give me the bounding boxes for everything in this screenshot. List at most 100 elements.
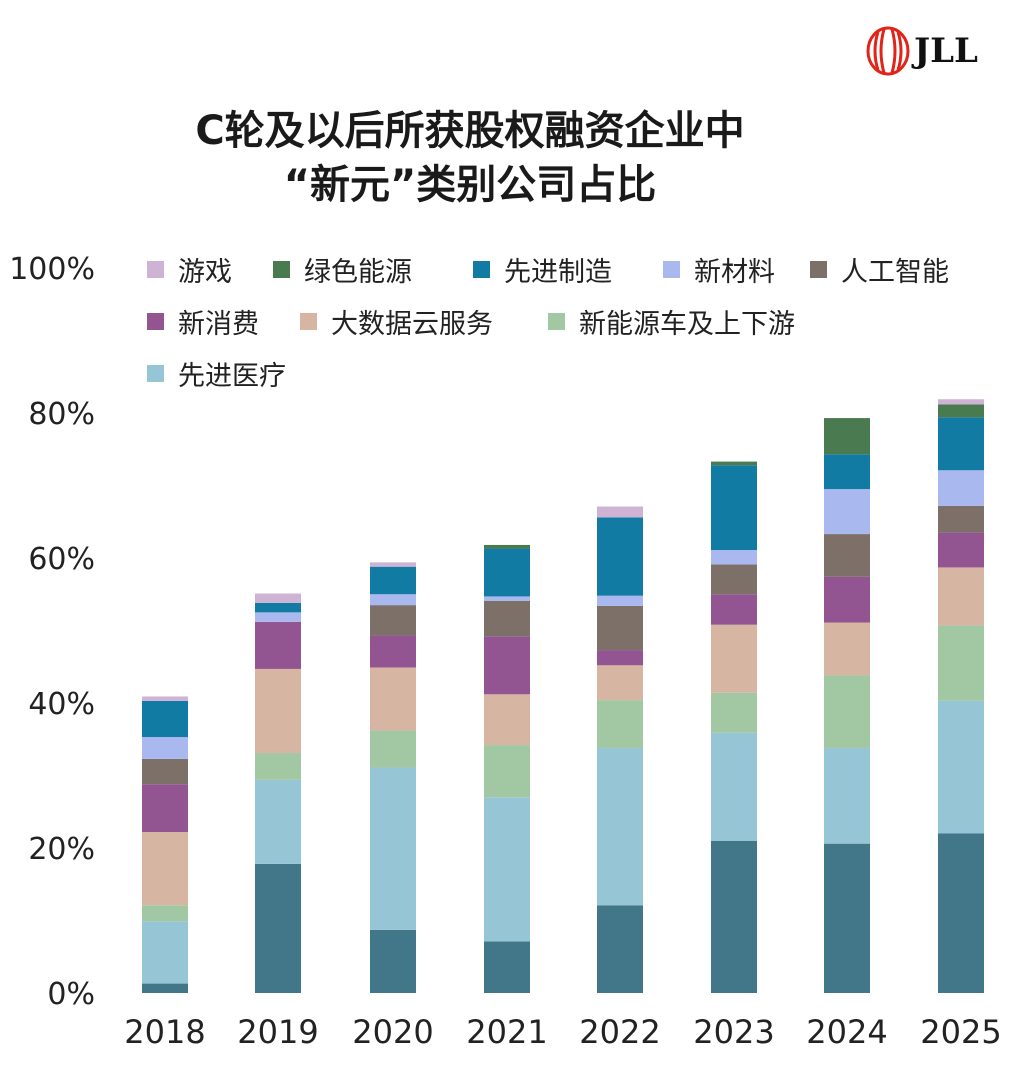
bar-segment-2018-人工智能 [142,758,188,785]
bar-segment-2021-先进制造 [484,548,530,597]
bar-segment-2023-other [711,840,757,993]
bar-segment-2025-other [938,833,984,993]
bar-segment-2025-大数据云服务 [938,567,984,626]
legend-item: 游戏 [147,250,232,289]
bar-segment-2020-新材料 [370,594,416,606]
bar-segment-2020-新消费 [370,635,416,668]
bar-segment-2024-新消费 [824,576,870,623]
x-tick-label: 2020 [352,1013,433,1051]
y-tick-label: 40% [28,687,95,722]
legend-label: 先进医疗 [178,361,286,392]
bar-segment-2024-新材料 [824,489,870,535]
legend-swatch [810,261,827,278]
bar-segment-2023-先进制造 [711,465,757,551]
legend-swatch [147,313,164,330]
bar-segment-2025-先进医疗 [938,700,984,834]
y-tick-label: 80% [28,397,95,432]
legend-swatch [273,261,290,278]
jll-logo: JLL [866,26,978,76]
y-tick-label: 100% [9,252,95,287]
bar-segment-2018-游戏 [142,696,188,701]
bar-segment-2018-新材料 [142,737,188,759]
bar-segment-2021-先进医疗 [484,797,530,942]
bar-segment-2019-游戏 [255,593,301,603]
bar-segment-2022-先进制造 [597,517,643,596]
bar-segment-2018-大数据云服务 [142,832,188,906]
bar-segment-2025-新材料 [938,470,984,506]
bar-segment-2020-大数据云服务 [370,667,416,731]
bar-segment-2021-绿色能源 [484,544,530,549]
jll-logo-text: JLL [914,31,978,71]
jll-logo-mark-icon [866,26,910,76]
legend-item: 先进医疗 [147,354,286,393]
bar-segment-2021-新消费 [484,636,530,695]
bar-segment-2019-大数据云服务 [255,668,301,754]
bar-segment-2025-新能源车及上下游 [938,625,984,701]
bar-segment-2019-新材料 [255,612,301,622]
legend-swatch [663,261,680,278]
legend-item: 新消费 [147,302,259,341]
x-tick-label: 2024 [806,1013,887,1051]
bar-segment-2018-other [142,983,188,993]
bar-segment-2018-先进制造 [142,700,188,738]
bar-segment-2025-新消费 [938,532,984,568]
legend-label: 新材料 [694,257,775,288]
bar-segment-2023-人工智能 [711,564,757,595]
bar-segment-2018-新能源车及上下游 [142,905,188,922]
bar-segment-2025-先进制造 [938,417,984,471]
x-tick-label: 2021 [466,1013,547,1051]
legend-item: 新材料 [663,250,775,289]
bar-segment-2018-先进医疗 [142,921,188,984]
bar-segment-2024-人工智能 [824,534,870,577]
x-tick-label: 2022 [579,1013,660,1051]
chart-title-line-2: “新元”类别公司占比 [283,162,657,208]
bar-segment-2023-绿色能源 [711,461,757,466]
legend-item: 绿色能源 [273,250,412,289]
bar-segment-2021-新材料 [484,596,530,601]
bar-segment-2023-大数据云服务 [711,624,757,693]
bar-segment-2021-新能源车及上下游 [484,745,530,798]
y-tick-label: 0% [47,977,95,1012]
bar-segment-2022-人工智能 [597,605,643,651]
bar-segment-2020-other [370,929,416,993]
bar-segment-2024-大数据云服务 [824,622,870,676]
bar-segment-2018-新消费 [142,784,188,833]
bar-segment-2024-other [824,843,870,993]
bar-segment-2024-先进医疗 [824,747,870,844]
legend-label: 人工智能 [841,257,949,288]
bar-segment-2022-游戏 [597,506,643,518]
x-tick-label: 2025 [920,1013,1001,1051]
legend-label: 新能源车及上下游 [579,309,795,340]
bar-segment-2022-新消费 [597,650,643,666]
bar-segment-2021-大数据云服务 [484,694,530,746]
bar-segment-2022-先进医疗 [597,747,643,906]
bar-segment-2020-人工智能 [370,605,416,636]
bar-segment-2019-先进制造 [255,602,301,613]
legend-swatch [300,313,317,330]
x-tick-label: 2023 [693,1013,774,1051]
legend-item: 新能源车及上下游 [548,302,795,341]
bar-segment-2024-先进制造 [824,454,870,490]
bar-segment-2023-新材料 [711,550,757,565]
bar-segment-2023-新消费 [711,594,757,625]
bar-segment-2019-先进医疗 [255,779,301,864]
bar-segment-2020-先进医疗 [370,767,416,930]
bar-segment-2023-先进医疗 [711,732,757,841]
legend-label: 先进制造 [504,257,612,288]
bar-segment-2024-绿色能源 [824,418,870,455]
bar-segment-2021-other [484,941,530,993]
legend-label: 游戏 [178,257,232,288]
bar-segment-2019-新能源车及上下游 [255,753,301,780]
legend-swatch [473,261,490,278]
y-tick-label: 60% [28,542,95,577]
legend-label: 大数据云服务 [331,309,493,340]
legend-swatch [147,261,164,278]
legend-item: 人工智能 [810,250,949,289]
bar-segment-2019-新消费 [255,621,301,669]
legend-item: 先进制造 [473,250,612,289]
x-tick-label: 2019 [237,1013,318,1051]
bar-segment-2025-人工智能 [938,505,984,533]
legend-item: 大数据云服务 [300,302,493,341]
bar-segment-2025-绿色能源 [938,404,984,418]
